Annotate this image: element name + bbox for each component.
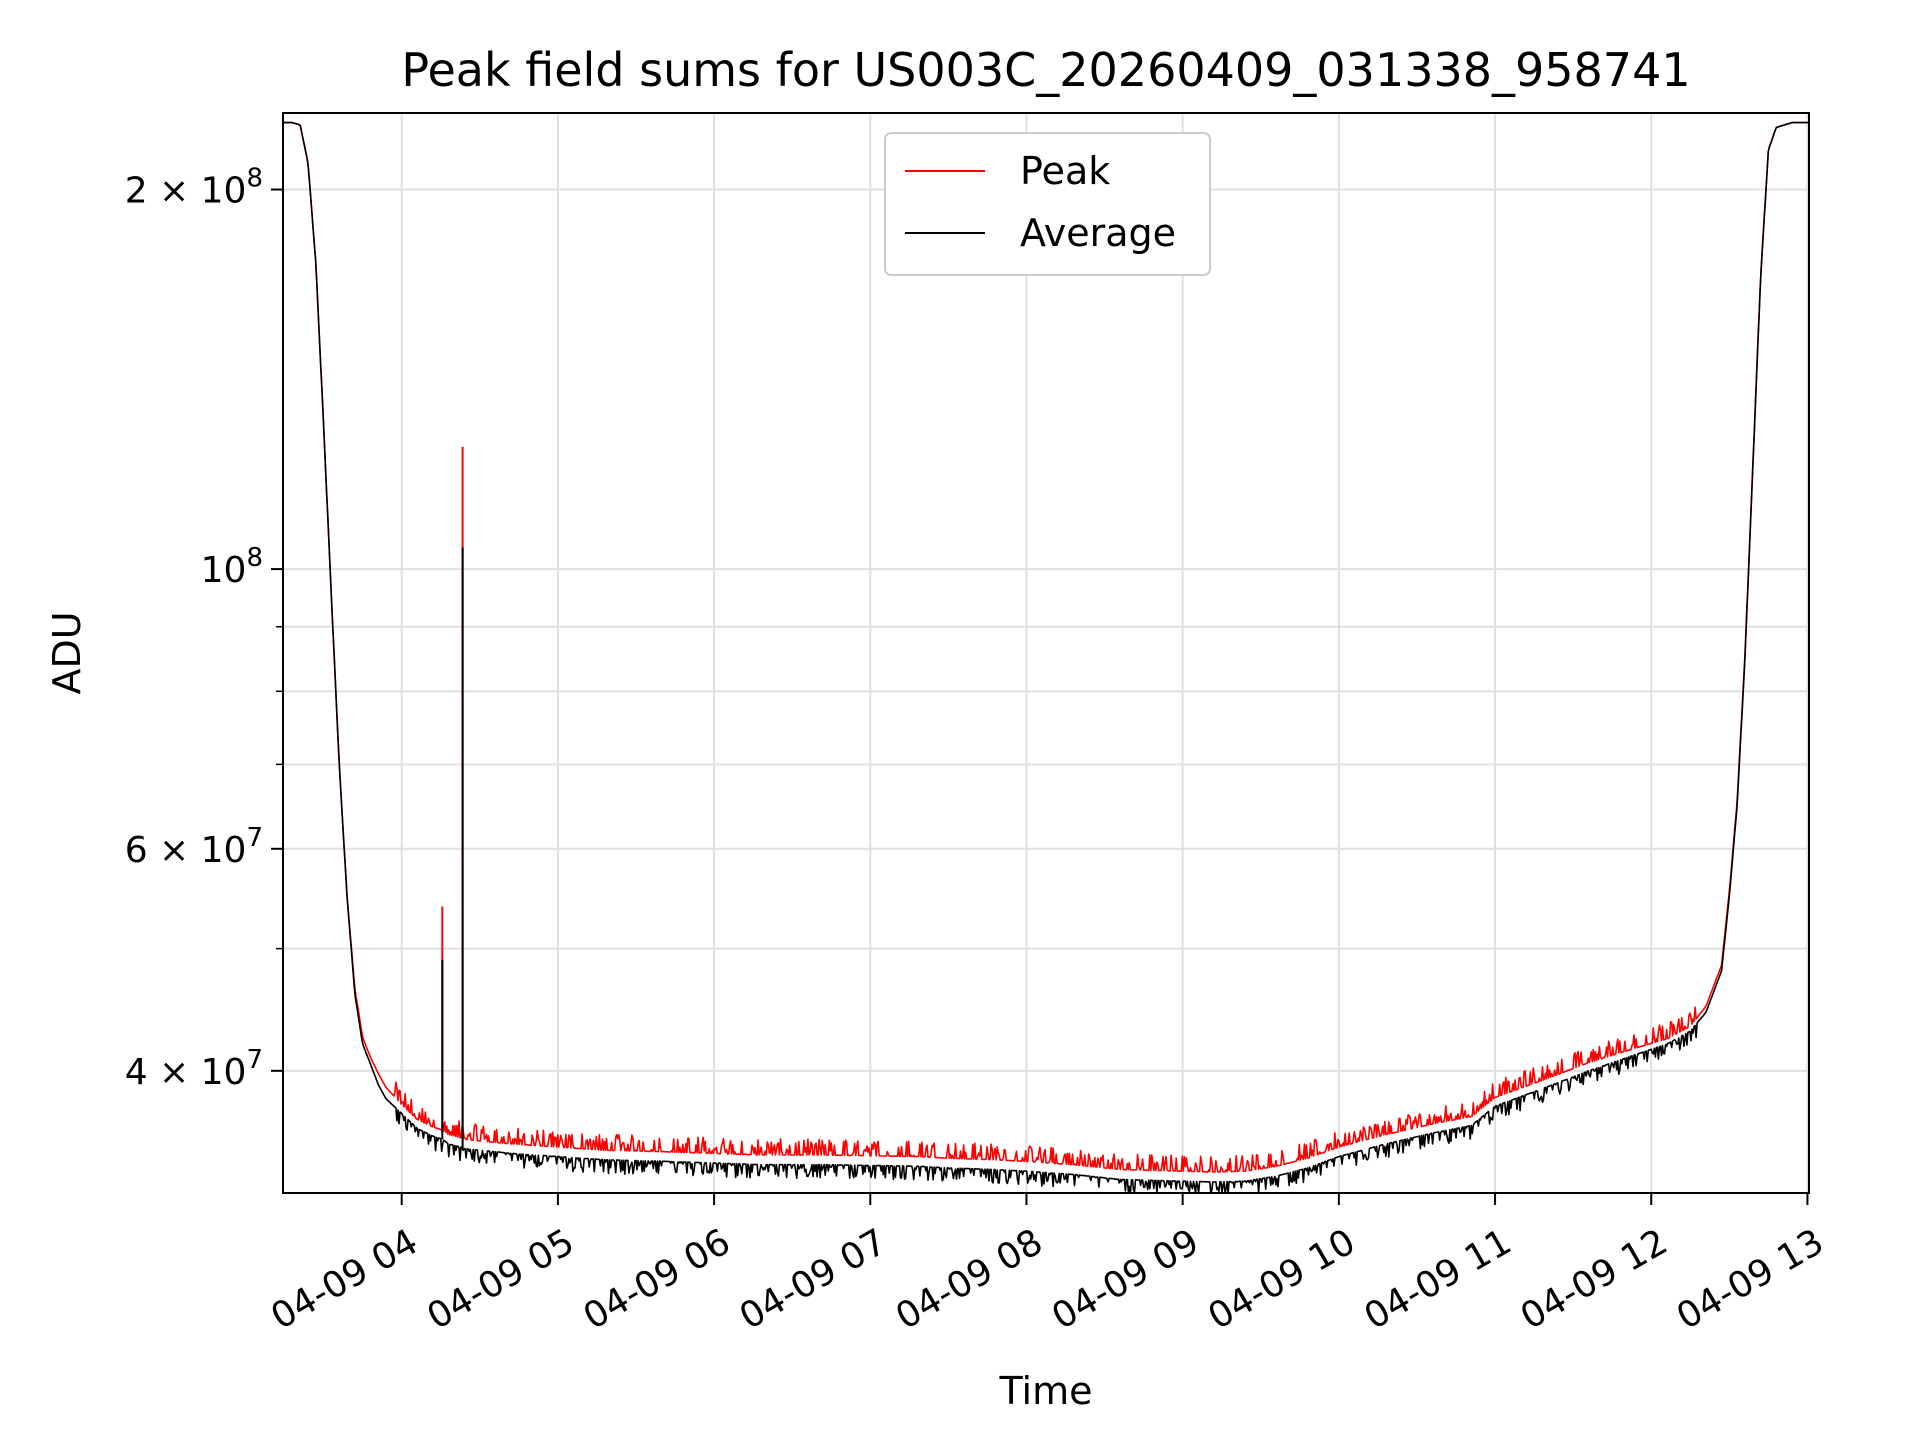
y-tick-label: 4 × 107 — [125, 1045, 263, 1093]
y-tick-label-exponent: 8 — [246, 543, 263, 573]
y-tick-label: 2 × 108 — [125, 164, 263, 212]
y-tick-label-exponent: 7 — [246, 823, 263, 853]
y-tick-label-exponent: 8 — [246, 164, 263, 194]
y-tick-label-exponent: 7 — [246, 1045, 263, 1075]
plot-area — [283, 121, 1809, 1194]
y-axis-label: ADU — [45, 611, 89, 694]
y-tick-label-base: 2 × 10 — [125, 171, 247, 212]
legend: Peak Average — [884, 132, 1211, 276]
y-tick-label: 6 × 107 — [125, 823, 263, 871]
legend-label: Peak — [1020, 149, 1110, 193]
series-line-average — [283, 121, 1809, 1194]
legend-box — [884, 132, 1211, 276]
y-tick-label-base: 6 × 10 — [125, 830, 247, 871]
chart-title: Peak field sums for US003C_20260409_0313… — [401, 43, 1690, 97]
y-tick-label-base: 4 × 10 — [125, 1052, 247, 1093]
series-line-peak — [283, 121, 1809, 1173]
y-tick-label-base: 10 — [201, 550, 247, 591]
axes-frame — [282, 112, 1810, 1194]
x-axis-label: Time — [999, 1369, 1093, 1413]
y-tick-label: 108 — [201, 543, 263, 591]
legend-label: Average — [1020, 211, 1176, 255]
